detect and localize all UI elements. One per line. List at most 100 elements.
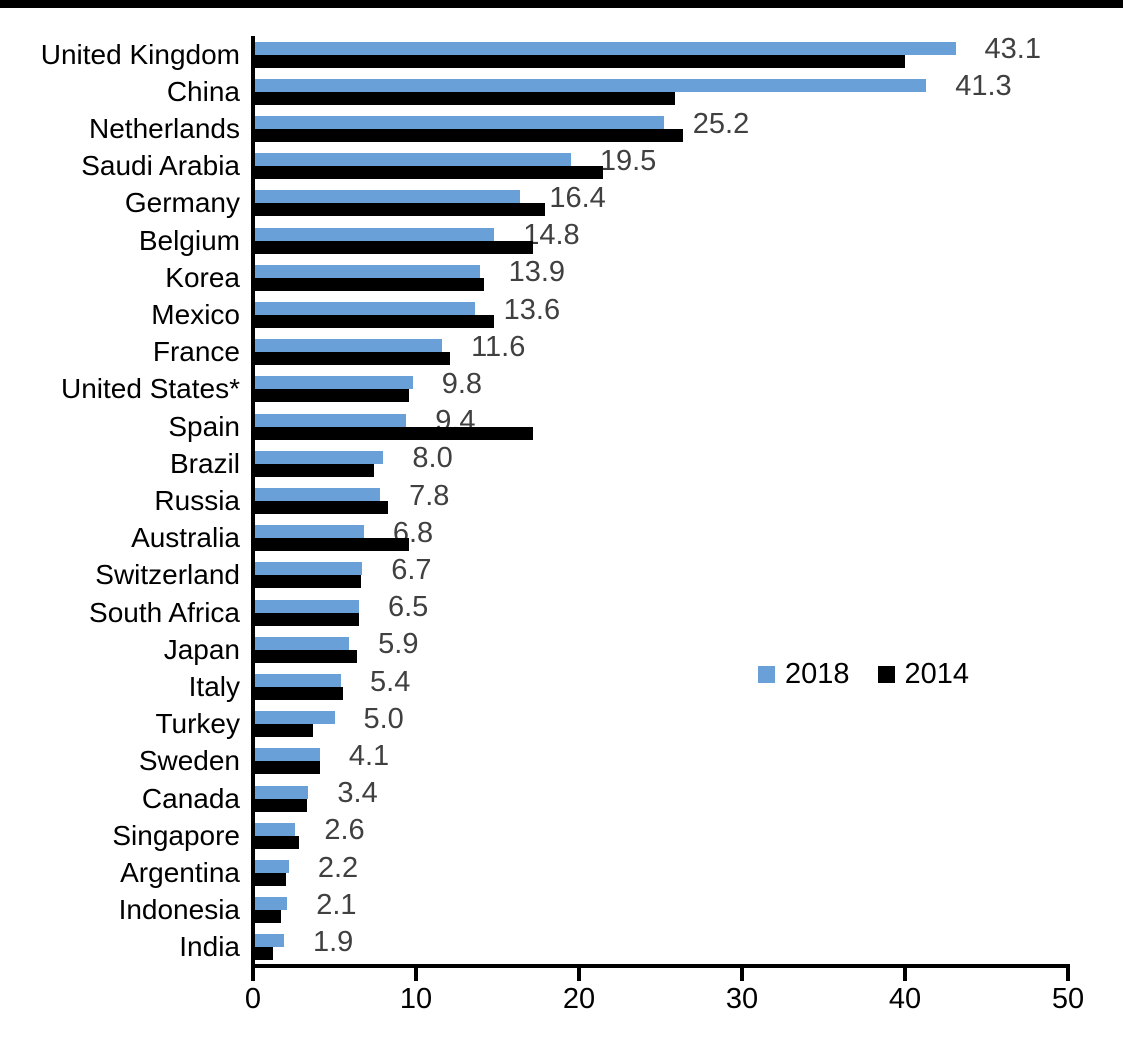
bar-2014 <box>253 277 485 291</box>
category-label: Korea <box>165 261 240 293</box>
legend-label-2018: 2018 <box>785 658 850 690</box>
bar-2018 <box>253 302 475 315</box>
value-label: 16.4 <box>549 181 606 214</box>
bar-2014 <box>253 798 307 812</box>
bar-2014 <box>253 575 361 589</box>
category-label: Australia <box>131 522 240 554</box>
bar-2014 <box>253 724 314 738</box>
value-label: 6.5 <box>387 591 429 624</box>
bar-2014 <box>253 91 676 105</box>
bar-2014 <box>253 463 374 477</box>
bar-2018 <box>253 711 335 725</box>
category-label: Sweden <box>138 745 240 777</box>
value-label: 4.1 <box>348 739 390 772</box>
bar-2014 <box>253 426 534 440</box>
top-border-rule <box>0 0 1123 8</box>
category-label: Spain <box>168 410 240 442</box>
category-label: Russia <box>154 485 240 516</box>
value-label: 5.0 <box>363 702 404 735</box>
bar-2018 <box>253 674 342 687</box>
bar-2014 <box>253 873 286 886</box>
value-label: 2.6 <box>324 814 365 847</box>
category-label: Turkey <box>155 708 240 740</box>
value-label: 5.9 <box>378 628 419 661</box>
category-label: Belgium <box>138 224 240 256</box>
category-label: India <box>179 931 240 963</box>
bar-2014 <box>253 761 320 775</box>
value-label: 2.1 <box>316 888 357 921</box>
bar-2018 <box>253 860 289 873</box>
bar-2014 <box>253 910 281 924</box>
x-axis-line <box>251 964 1070 968</box>
x-axis-tick <box>577 968 581 981</box>
category-label: Singapore <box>112 819 240 851</box>
category-label: Germany <box>124 187 240 219</box>
bar-2018 <box>253 785 309 799</box>
bar-2018 <box>253 190 521 204</box>
category-label: Brazil <box>169 447 240 479</box>
value-label: 5.4 <box>370 665 411 698</box>
category-label: Italy <box>188 671 240 702</box>
category-label: France <box>152 336 240 368</box>
bar-2018 <box>253 41 956 55</box>
bar-2014 <box>253 649 358 663</box>
bar-2018 <box>253 376 413 390</box>
bar-2018 <box>253 264 480 278</box>
bar-2014 <box>253 166 604 180</box>
x-axis-tick-label: 40 <box>888 983 922 1015</box>
bar-2018 <box>253 227 495 241</box>
bar-2014 <box>253 203 545 217</box>
x-axis-tick <box>414 968 418 981</box>
bar-2014 <box>253 389 410 403</box>
legend-entry-2014: 2014 <box>877 658 970 691</box>
bar-2014 <box>253 501 389 514</box>
x-axis-tick <box>1066 968 1070 981</box>
category-label: Saudi Arabia <box>81 150 240 182</box>
bar-2018 <box>253 153 571 167</box>
bar-2018 <box>253 525 364 539</box>
bar-2018 <box>253 78 927 92</box>
x-axis-tick-label: 10 <box>399 983 433 1015</box>
x-axis-tick-label: 50 <box>1051 983 1085 1015</box>
x-axis-tick <box>251 968 255 981</box>
bar-2014 <box>253 352 451 366</box>
bar-2014 <box>253 835 299 849</box>
value-label: 13.6 <box>503 293 561 326</box>
value-label: 8.0 <box>412 442 453 475</box>
category-label: China <box>166 75 240 107</box>
legend-label-2014: 2014 <box>904 658 970 690</box>
bar-2018 <box>253 599 359 613</box>
value-label: 2.2 <box>317 851 359 884</box>
legend-entry-2018: 2018 <box>758 658 850 691</box>
category-label: Canada <box>141 782 240 814</box>
category-label: Japan <box>163 633 240 665</box>
bar-2014 <box>253 538 410 552</box>
category-label: Indonesia <box>118 894 240 926</box>
value-label: 13.9 <box>508 256 566 289</box>
y-axis-line <box>251 36 255 968</box>
value-label: 43.1 <box>984 33 1041 66</box>
category-label: Argentina <box>120 857 240 888</box>
category-label: United States* <box>61 373 240 405</box>
bar-2014 <box>253 129 684 142</box>
category-label: Switzerland <box>95 559 240 591</box>
bar-2014 <box>253 947 273 961</box>
value-label: 6.7 <box>391 553 432 586</box>
x-axis-tick <box>903 968 907 981</box>
value-label: 19.5 <box>599 144 657 177</box>
x-axis-tick-label: 20 <box>562 983 596 1015</box>
bar-2018 <box>253 748 320 762</box>
category-label: Mexico <box>151 299 240 330</box>
x-axis-tick-label: 0 <box>244 983 262 1015</box>
bar-2018 <box>253 413 407 427</box>
legend-swatch-2014-icon <box>877 666 895 683</box>
chart-legend: 2018 2014 <box>758 658 969 691</box>
bar-2018 <box>253 934 284 948</box>
bar-2018 <box>253 636 350 650</box>
value-label: 7.8 <box>409 479 450 512</box>
bar-2014 <box>253 54 905 68</box>
bar-2018 <box>253 822 296 836</box>
value-label: 1.9 <box>312 925 354 958</box>
bar-2014 <box>253 315 495 328</box>
